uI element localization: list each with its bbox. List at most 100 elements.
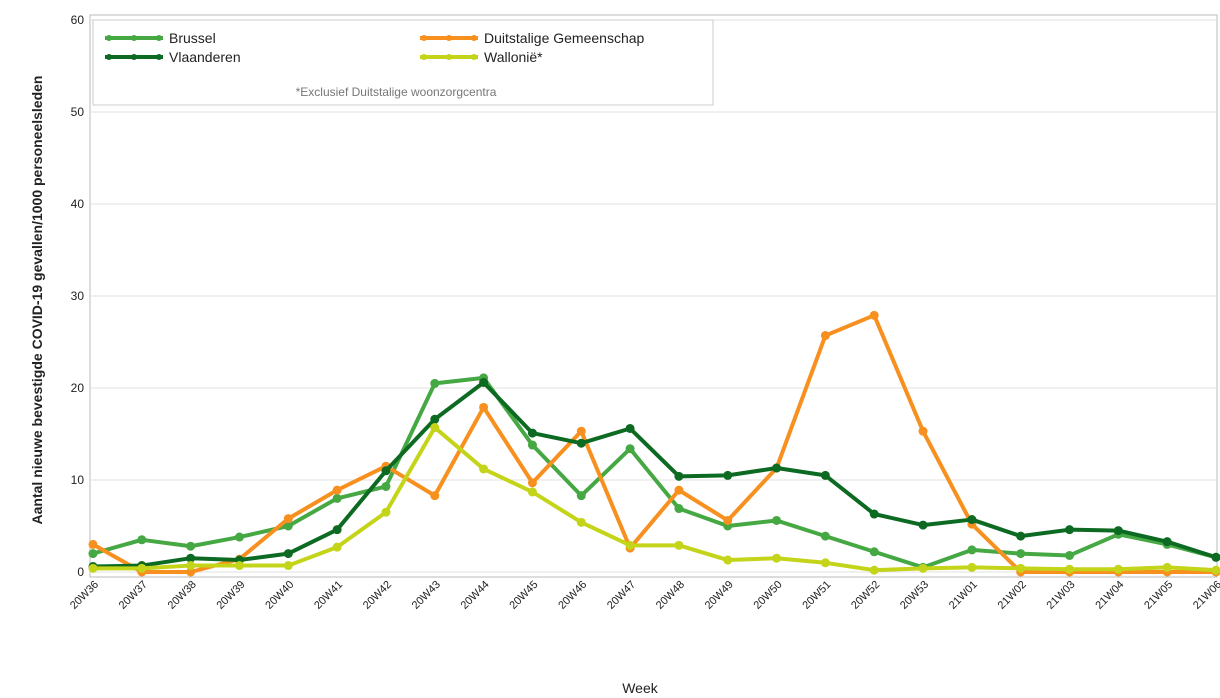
data-point: [88, 563, 98, 573]
data-point: [820, 470, 830, 480]
data-point: [723, 470, 733, 480]
x-tick-label: 20W52: [849, 579, 882, 612]
data-point: [527, 440, 537, 450]
legend-marker: [471, 54, 477, 60]
data-point: [381, 481, 391, 491]
data-point: [869, 509, 879, 519]
data-point: [137, 563, 147, 573]
data-point: [625, 423, 635, 433]
legend-box: [92, 19, 714, 106]
data-point: [430, 378, 440, 388]
data-point: [723, 515, 733, 525]
data-point: [186, 567, 196, 577]
data-point: [1211, 565, 1220, 575]
y-tick-label: 60: [71, 13, 85, 27]
y-tick-label: 10: [71, 473, 85, 487]
data-point: [186, 561, 196, 571]
data-point: [479, 377, 489, 387]
data-point: [772, 553, 782, 563]
y-tick-label: 20: [71, 381, 85, 395]
x-tick-label: 20W38: [166, 579, 199, 612]
legend-marker: [421, 35, 427, 41]
x-tick-label: 20W50: [752, 579, 785, 612]
y-tick-label: 50: [71, 105, 85, 119]
x-axis-label: Week: [622, 680, 659, 696]
y-tick-label: 40: [71, 197, 85, 211]
data-point: [381, 507, 391, 517]
data-point: [234, 532, 244, 542]
x-tick-label: 21W04: [1093, 579, 1126, 612]
legend-marker: [421, 54, 427, 60]
legend-label: Wallonië*: [484, 49, 543, 65]
data-point: [527, 478, 537, 488]
legend-marker: [446, 35, 452, 41]
data-point: [88, 539, 98, 549]
x-tick-label: 21W03: [1045, 579, 1078, 612]
data-point: [869, 565, 879, 575]
data-point: [1065, 564, 1075, 574]
data-point: [527, 428, 537, 438]
data-point: [625, 444, 635, 454]
data-point: [479, 464, 489, 474]
data-point: [332, 542, 342, 552]
data-point: [283, 514, 293, 524]
data-point: [381, 466, 391, 476]
data-point: [820, 331, 830, 341]
x-tick-label: 21W02: [996, 579, 1029, 612]
x-tick-label: 20W49: [703, 579, 736, 612]
data-point: [1065, 550, 1075, 560]
data-point: [283, 521, 293, 531]
data-point: [869, 310, 879, 320]
data-point: [1016, 549, 1026, 559]
data-point: [186, 553, 196, 563]
x-tick-label: 20W51: [800, 579, 833, 612]
data-point: [576, 517, 586, 527]
data-point: [967, 515, 977, 525]
x-tick-label: 20W42: [361, 579, 394, 612]
data-point: [479, 402, 489, 412]
x-tick-label: 20W45: [507, 579, 540, 612]
x-tick-label: 21W06: [1191, 579, 1220, 612]
x-tick-label: 20W47: [605, 579, 638, 612]
x-tick-label: 20W53: [898, 579, 931, 612]
data-point: [1211, 552, 1220, 562]
data-point: [186, 541, 196, 551]
data-point: [674, 485, 684, 495]
x-tick-label: 20W40: [263, 579, 296, 612]
data-point: [1162, 537, 1172, 547]
legend-label: Brussel: [169, 30, 216, 46]
data-point: [918, 520, 928, 530]
data-point: [576, 491, 586, 501]
x-tick-label: 20W43: [410, 579, 443, 612]
data-point: [918, 426, 928, 436]
legend-marker: [106, 35, 112, 41]
legend-marker: [156, 54, 162, 60]
x-tick-label: 20W39: [214, 579, 247, 612]
legend-marker: [446, 54, 452, 60]
data-point: [1162, 562, 1172, 572]
y-tick-label: 30: [71, 289, 85, 303]
y-tick-label: 0: [77, 565, 84, 579]
legend-note: *Exclusief Duitstalige woonzorgcentra: [296, 85, 497, 99]
data-point: [430, 414, 440, 424]
x-tick-label: 20W46: [556, 579, 589, 612]
data-point: [772, 515, 782, 525]
data-point: [772, 463, 782, 473]
data-point: [820, 531, 830, 541]
series-line: [92, 380, 1217, 569]
data-point: [283, 549, 293, 559]
x-tick-label: 20W37: [117, 579, 150, 612]
series-line: [93, 425, 1217, 573]
data-point: [576, 438, 586, 448]
data-point: [430, 423, 440, 433]
x-tick-label: 21W01: [947, 579, 980, 612]
data-point: [137, 535, 147, 545]
data-point: [1113, 564, 1123, 574]
data-point: [234, 561, 244, 571]
data-point: [918, 563, 928, 573]
data-point: [967, 545, 977, 555]
data-point: [1065, 525, 1075, 535]
legend-label: Duitstalige Gemeenschap: [484, 30, 645, 46]
data-point: [674, 471, 684, 481]
data-point: [1113, 526, 1123, 536]
